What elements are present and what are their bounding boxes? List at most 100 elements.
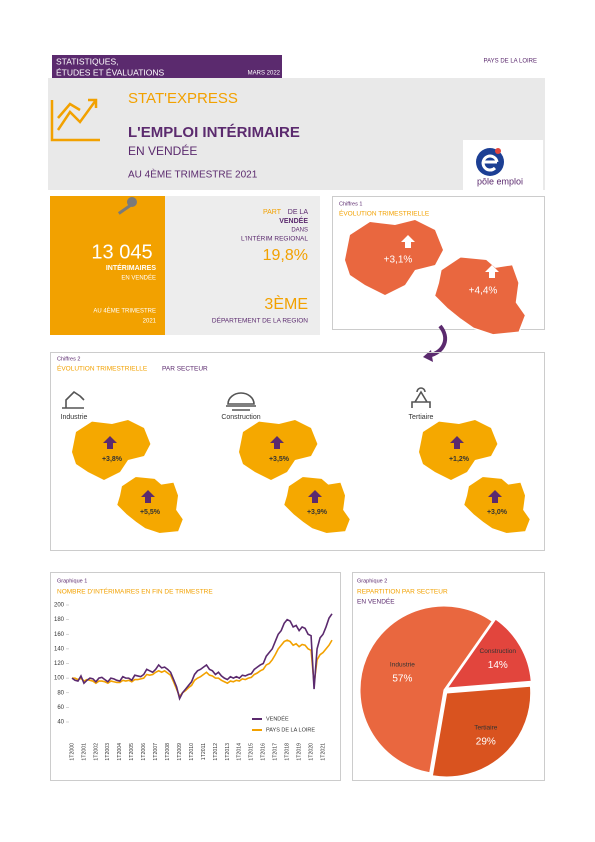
subtitle: EN VENDÉE xyxy=(128,143,197,158)
logo-dot xyxy=(495,148,501,154)
kpi-share: 19,8% xyxy=(263,247,308,264)
vendee-map xyxy=(283,476,351,534)
kpi-count-sublabel: EN VENDÉE xyxy=(121,275,156,282)
kpi-share-label: L'INTÉRIM REGIONAL xyxy=(241,234,308,243)
box-title: PAR SECTEUR xyxy=(162,366,208,373)
evolution-box xyxy=(332,196,545,330)
section-label: ÉTUDES ET ÉVALUATIONS xyxy=(56,67,164,77)
series-line xyxy=(72,639,333,698)
kpi-share-label: PART xyxy=(263,209,282,216)
kpi-count-label: INTÉRIMAIRES xyxy=(106,263,157,272)
period: AU 4ÈME TRIMESTRE 2021 xyxy=(128,168,258,181)
slice-label: Construction xyxy=(480,648,517,655)
box-title: ÉVOLUTION TRIMESTRIELLE xyxy=(339,209,430,218)
map-value: +4,4% xyxy=(469,286,498,297)
x-tick-label: 1T2019 xyxy=(297,743,303,761)
sector-name: Construction xyxy=(221,414,260,421)
sectors-box xyxy=(50,352,545,551)
slice-value: 57% xyxy=(392,673,412,684)
kpi-period: AU 4ÈME TRIMESTRE xyxy=(93,308,156,315)
y-tick-label: 60 xyxy=(57,705,64,711)
x-tick-label: 1T2015 xyxy=(249,743,255,761)
chart-subtitle: EN VENDÉE xyxy=(357,597,395,606)
x-tick-label: 1T2000 xyxy=(69,743,75,761)
y-tick-label: 120 xyxy=(54,661,65,667)
key-icon xyxy=(117,197,137,215)
map-value: +1,2% xyxy=(449,456,470,463)
x-tick-label: 1T2017 xyxy=(273,743,279,761)
region-map xyxy=(419,420,498,480)
x-tick-label: 1T2008 xyxy=(165,743,171,761)
section-label: STATISTIQUES, xyxy=(56,56,119,66)
x-tick-label: 1T2016 xyxy=(261,743,267,761)
title: L'EMPLOI INTÉRIMAIRE xyxy=(128,124,300,141)
kpi-period: 2021 xyxy=(143,319,157,325)
kpi-rank-label: DÉPARTEMENT DE LA REGION xyxy=(212,316,308,325)
box-caption: Chiffres 1 xyxy=(339,201,362,207)
map-value: +5,5% xyxy=(140,509,161,516)
x-tick-label: 1T2013 xyxy=(225,743,231,761)
y-tick-label: 180 xyxy=(54,617,65,623)
slice-label: Industrie xyxy=(390,662,415,669)
map-value: +3,1% xyxy=(384,255,413,266)
kpi-share-label: VENDÉE xyxy=(279,216,308,225)
kpi-share-label: DANS xyxy=(291,228,308,234)
y-tick-label: 140 xyxy=(54,646,65,652)
map-value: +3,9% xyxy=(307,509,328,516)
box-title: ÉVOLUTION TRIMESTRIELLE xyxy=(57,364,148,373)
x-tick-label: 1T2005 xyxy=(129,743,135,761)
vendee-map xyxy=(463,476,531,534)
pie-slice xyxy=(359,605,493,774)
brand: STAT'EXPRESS xyxy=(128,90,238,107)
link-arrow-head xyxy=(423,350,433,362)
x-tick-label: 1T2004 xyxy=(117,743,123,761)
kpi-share-label: DE LA xyxy=(288,209,309,216)
pie-slice xyxy=(446,618,532,689)
slice-label: Tertiaire xyxy=(474,725,498,732)
header-band xyxy=(48,78,545,190)
map-value: +3,5% xyxy=(269,456,290,463)
region-map xyxy=(239,420,318,480)
y-tick-label: 200 xyxy=(54,603,65,609)
legend-label: PAYS DE LA LOIRE xyxy=(266,727,315,733)
x-tick-label: 1T2012 xyxy=(213,743,219,761)
pie-slice xyxy=(431,685,532,778)
y-tick-label: 40 xyxy=(57,720,64,726)
y-tick-label: 100 xyxy=(54,676,65,682)
x-tick-label: 1T2007 xyxy=(153,743,159,761)
kpi-count: 13 045 xyxy=(91,241,152,263)
x-tick-label: 1T2020 xyxy=(308,743,314,761)
map-value: +3,0% xyxy=(487,509,508,516)
sector-name: Industrie xyxy=(61,414,88,421)
x-tick-label: 1T2018 xyxy=(285,743,291,761)
x-tick-label: 1T2003 xyxy=(105,743,111,761)
kpi-rank: 3ÈME xyxy=(264,294,308,313)
stats-icon xyxy=(50,98,100,142)
y-tick-label: 160 xyxy=(54,632,65,638)
slice-value: 14% xyxy=(488,660,508,671)
sector-icon xyxy=(62,390,85,409)
chart-title: NOMBRE D'INTÉRIMAIRES EN FIN DE TRIMESTR… xyxy=(57,587,213,596)
chart-title: REPARTITION PAR SECTEUR xyxy=(357,589,448,596)
region-map xyxy=(72,420,151,480)
sector-icon xyxy=(411,387,431,408)
x-tick-label: 1T2009 xyxy=(177,743,183,761)
chart-caption: Graphique 2 xyxy=(357,578,387,584)
legend-label: VENDÉE xyxy=(266,715,289,722)
section-banner xyxy=(52,55,282,78)
chart-caption: Graphique 1 xyxy=(57,578,87,584)
logo-glyph xyxy=(481,154,499,172)
x-tick-label: 1T2014 xyxy=(237,743,243,761)
x-tick-label: 1T2021 xyxy=(320,743,326,761)
x-tick-label: 1T2001 xyxy=(81,743,87,761)
x-tick-label: 1T2002 xyxy=(93,743,99,761)
logo-text: pôle emploi xyxy=(477,176,523,186)
y-tick-label: 80 xyxy=(57,690,64,696)
vendee-map xyxy=(116,476,184,534)
link-arrow xyxy=(427,324,448,358)
map-value: +3,8% xyxy=(102,456,123,463)
sector-icon xyxy=(226,392,256,411)
box-caption: Chiffres 2 xyxy=(57,356,80,362)
pie-chart-box xyxy=(352,572,545,781)
